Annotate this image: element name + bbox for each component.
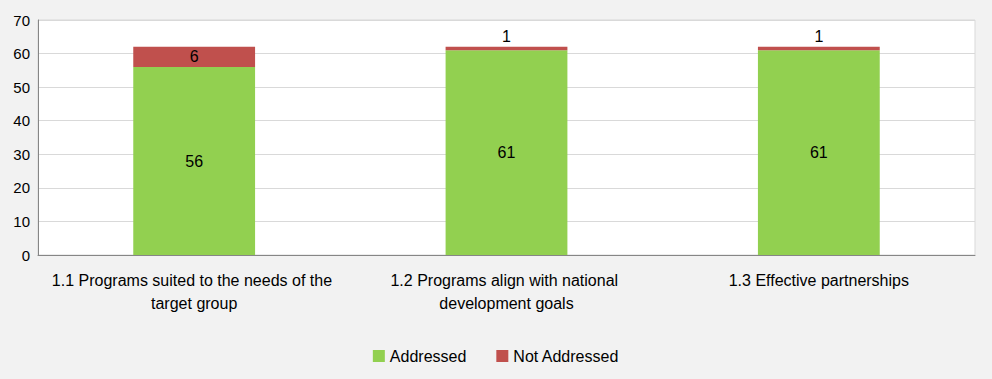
svg-text:60: 60 (13, 45, 30, 62)
svg-text:30: 30 (13, 146, 30, 163)
svg-text:Addressed: Addressed (390, 348, 467, 365)
svg-text:56: 56 (185, 153, 203, 170)
svg-text:1.1 Programs suited to the nee: 1.1 Programs suited to the needs of the (52, 272, 337, 289)
svg-text:70: 70 (13, 12, 30, 29)
svg-text:6: 6 (190, 48, 199, 65)
svg-text:0: 0 (22, 247, 30, 264)
svg-text:61: 61 (810, 144, 828, 161)
svg-text:development goals: development goals (439, 295, 573, 312)
svg-text:1: 1 (502, 28, 511, 45)
svg-text:1: 1 (814, 28, 823, 45)
svg-text:61: 61 (498, 144, 516, 161)
svg-text:40: 40 (13, 112, 30, 129)
svg-text:1.2 Programs align with nation: 1.2 Programs align with national (390, 272, 622, 289)
svg-text:Not Addressed: Not Addressed (513, 348, 618, 365)
svg-text:target group: target group (151, 295, 237, 312)
svg-text:1.3 Effective partnerships: 1.3 Effective partnerships (729, 272, 909, 289)
svg-text:50: 50 (13, 79, 30, 96)
svg-text:10: 10 (13, 213, 30, 230)
svg-text:20: 20 (13, 179, 30, 196)
